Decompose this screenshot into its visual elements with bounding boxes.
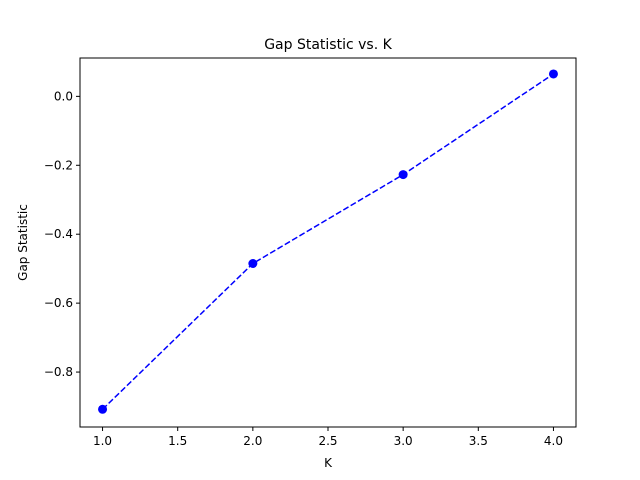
data-point bbox=[398, 170, 408, 180]
plot-area bbox=[79, 57, 577, 428]
data-point bbox=[248, 259, 258, 269]
series-layer bbox=[98, 69, 558, 414]
x-axis-label: K bbox=[324, 456, 333, 470]
y-axis: −0.8 −0.6 −0.4 −0.2 0.0 bbox=[44, 89, 80, 379]
x-tick-label: 1.5 bbox=[168, 434, 187, 448]
x-tick-label: 2.0 bbox=[243, 434, 262, 448]
series-line bbox=[102, 73, 554, 410]
y-tick-label: −0.4 bbox=[44, 227, 73, 241]
x-tick-label: 4.0 bbox=[544, 434, 563, 448]
data-point bbox=[548, 69, 558, 79]
chart-title: Gap Statistic vs. K bbox=[264, 37, 392, 53]
data-point bbox=[98, 404, 108, 414]
y-tick-label: −0.8 bbox=[44, 365, 73, 379]
x-tick-label: 1.0 bbox=[93, 434, 112, 448]
x-tick-label: 3.5 bbox=[469, 434, 488, 448]
y-tick-label: −0.6 bbox=[44, 296, 73, 310]
x-tick-label: 3.0 bbox=[394, 434, 413, 448]
x-tick-label: 2.5 bbox=[318, 434, 337, 448]
y-axis-label: Gap Statistic bbox=[16, 204, 30, 281]
y-tick-label: −0.2 bbox=[44, 158, 73, 172]
x-axis: 1.0 1.5 2.0 2.5 3.0 3.5 4.0 bbox=[93, 427, 563, 448]
y-tick-label: 0.0 bbox=[54, 89, 73, 103]
